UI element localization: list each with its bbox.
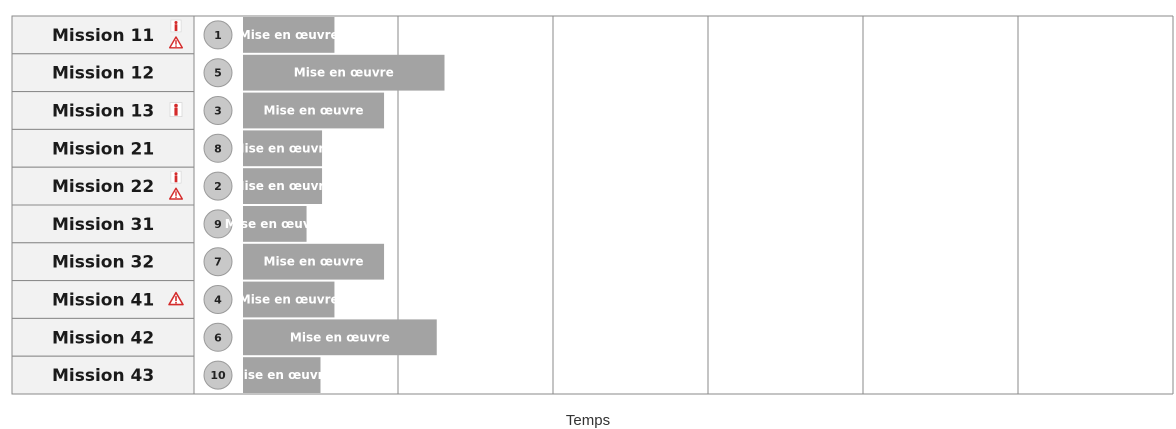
person-alert-icon: [170, 19, 182, 33]
rank-badge: [203, 285, 233, 314]
rank-number: 7: [214, 256, 222, 269]
bar-label: Mise en œuvre: [239, 293, 339, 307]
person-alert-icon: [169, 102, 183, 117]
mission-label: Mission 31: [52, 215, 154, 235]
table-row: Mission 12 5 Mise en œuvre: [11, 53, 445, 93]
rank-badge: [203, 20, 233, 50]
person-alert-icon: [170, 170, 182, 184]
mission-label-cell: [11, 242, 195, 282]
bar: [243, 319, 437, 356]
table-row: Mission 43 10 Mise en œuvre: [11, 355, 332, 395]
mission-label-cell: [11, 91, 195, 130]
warning-triangle-icon: [168, 291, 184, 306]
warning-triangle-icon: [168, 36, 184, 49]
rank-badge: [203, 360, 233, 390]
rank-number: 9: [214, 218, 222, 231]
rank-number: 5: [214, 67, 222, 80]
bar-label: Mise en œuvre: [239, 28, 339, 42]
bar-label: Mise en œuvre: [225, 217, 325, 231]
rank-badge: [203, 96, 233, 125]
rank-number: 2: [214, 180, 222, 193]
mission-label-cell: [11, 15, 195, 55]
bar: [243, 357, 321, 393]
bar-label: Mise en œuvre: [233, 179, 333, 193]
table-row: Mission 22 2 Mise en œuvre: [11, 166, 333, 206]
bar: [243, 281, 335, 318]
mission-label-cell: [11, 204, 195, 244]
mission-label-cell: [11, 317, 195, 357]
mission-label: Mission 11: [52, 26, 154, 46]
mission-label: Mission 43: [52, 366, 154, 386]
mission-label: Mission 13: [52, 102, 154, 122]
rank-badge: [203, 209, 233, 239]
mission-label-cell: [11, 280, 195, 319]
x-axis-label: Temps: [565, 412, 611, 429]
rank-number: 10: [210, 369, 226, 382]
rank-number: 8: [214, 142, 222, 155]
bar: [243, 168, 323, 204]
rank-badge: [203, 247, 233, 277]
bar: [243, 243, 385, 280]
table-row: Mission 31 9 Mise en œuvre: [11, 204, 325, 244]
mission-label: Mission 41: [52, 291, 154, 311]
rank-badge: [203, 133, 233, 163]
table-row: Mission 21 8 Mise en œuvre: [11, 128, 333, 168]
rank-badge: [203, 58, 233, 88]
bar: [243, 17, 335, 53]
rank-badge: [203, 322, 233, 352]
mission-label-cell: [11, 53, 195, 93]
rank-number: 4: [214, 294, 222, 307]
bar-label: Mise en œuvre: [264, 255, 364, 269]
bar-label: Mise en œuvre: [232, 368, 332, 382]
mission-label-cell: [11, 355, 195, 395]
mission-label-cell: [11, 166, 195, 206]
rank-badge: [203, 171, 233, 201]
bar-label: Mise en œuvre: [233, 141, 333, 155]
bar-label: Mise en œuvre: [290, 330, 390, 344]
mission-label: Mission 21: [52, 139, 154, 159]
rank-number: 6: [214, 331, 222, 344]
bar-label: Mise en œuvre: [294, 66, 394, 80]
rank-number: 3: [214, 105, 222, 118]
table-row: Mission 11 1 Mise en œuvre: [11, 15, 339, 55]
mission-label: Mission 32: [52, 253, 154, 273]
chart-svg: Mission 11 1 Mise en œuvre Mission 12 5 Mise …: [11, 15, 1174, 395]
bar: [243, 54, 445, 91]
mission-label: Mission 22: [52, 177, 154, 197]
table-row: Mission 41 4 Mise en œuvre: [11, 280, 339, 319]
table-row: Mission 13 3 Mise en œuvre: [11, 91, 385, 130]
mission-label: Mission 12: [52, 64, 154, 84]
bar: [243, 130, 323, 167]
bar: [243, 92, 385, 129]
mission-label: Mission 42: [52, 328, 154, 348]
bar-label: Mise en œuvre: [264, 104, 364, 118]
warning-triangle-icon: [168, 187, 184, 200]
bar: [243, 206, 307, 242]
rank-number: 1: [214, 29, 222, 42]
table-row: Mission 32 7 Mise en œuvre: [11, 242, 385, 282]
table-row: Mission 42 6 Mise en œuvre: [11, 317, 437, 357]
